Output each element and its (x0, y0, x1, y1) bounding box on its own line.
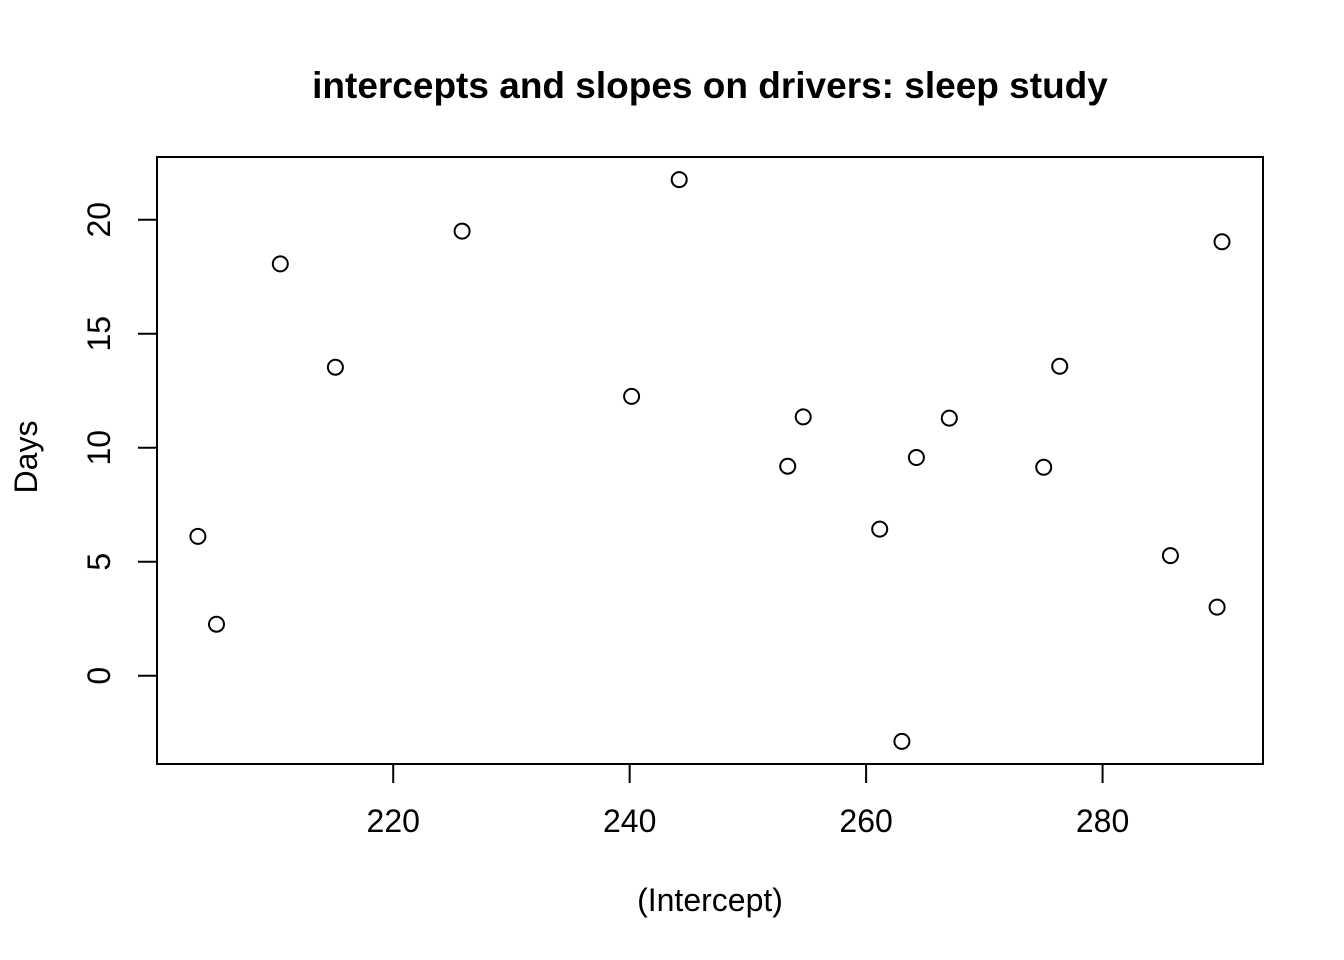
data-point (1213, 233, 1231, 251)
x-axis-tick-label: 240 (603, 803, 656, 839)
x-axis-tick-label: 220 (367, 803, 420, 839)
data-point (189, 527, 207, 545)
data-point (1161, 547, 1179, 565)
y-axis-tick-label: 15 (81, 316, 117, 352)
y-axis-tick-label: 20 (81, 202, 117, 238)
data-point (871, 520, 889, 538)
plot-title: intercepts and slopes on drivers: sleep … (312, 65, 1108, 106)
data-point (453, 222, 471, 240)
data-point (326, 358, 344, 376)
x-axis-title: (Intercept) (637, 882, 783, 918)
data-point (1035, 458, 1053, 476)
y-axis-title: Days (8, 420, 44, 494)
y-axis-tick-label: 5 (81, 553, 117, 571)
data-point (893, 732, 911, 750)
data-point (208, 615, 225, 633)
data-point (779, 457, 797, 475)
data-point (271, 255, 289, 273)
x-axis-tick-label: 260 (839, 803, 892, 839)
data-point (794, 408, 812, 426)
y-axis-tick-label: 10 (81, 430, 117, 466)
data-point (1051, 357, 1069, 375)
data-point (907, 449, 925, 466)
data-point (1208, 598, 1226, 616)
y-axis-tick-label: 0 (81, 667, 117, 685)
data-point (623, 387, 641, 405)
x-axis-tick-label: 280 (1076, 803, 1129, 839)
data-point (670, 171, 688, 189)
data-point (940, 409, 958, 427)
plot-border (156, 156, 1264, 765)
